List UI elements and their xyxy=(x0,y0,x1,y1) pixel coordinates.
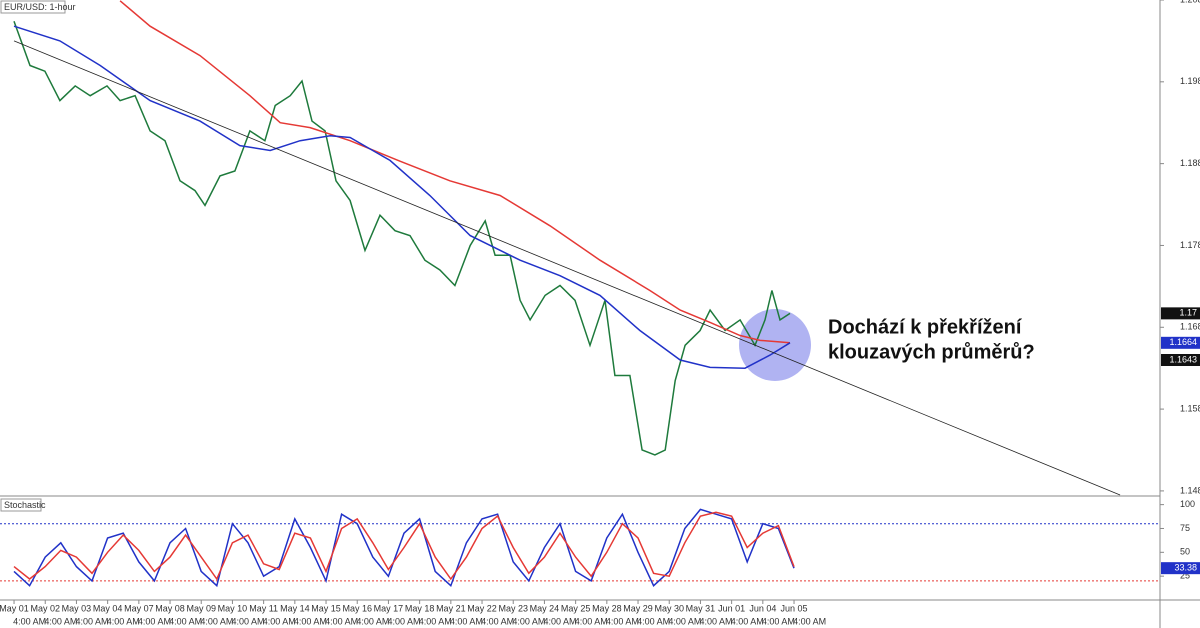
x-tick-label: May 22 xyxy=(467,603,497,613)
price-badge xyxy=(1161,307,1200,320)
x-tick-label: May 07 xyxy=(124,603,154,613)
x-tick-label: May 25 xyxy=(561,603,591,613)
x-time-label: 4:00 AM xyxy=(44,616,77,626)
y-tick-label: 1.2083 xyxy=(1180,0,1200,4)
x-time-label: 4:00 AM xyxy=(325,616,358,626)
series-line xyxy=(13,21,791,456)
x-time-label: 4:00 AM xyxy=(637,616,670,626)
x-tick-label: May 09 xyxy=(186,603,216,613)
x-tick-label: May 21 xyxy=(436,603,466,613)
x-time-label: 4:00 AM xyxy=(762,616,795,626)
x-tick-label: May 28 xyxy=(592,603,622,613)
x-tick-label: May 30 xyxy=(654,603,684,613)
x-time-label: 4:00 AM xyxy=(731,616,764,626)
x-tick-label: May 17 xyxy=(374,603,404,613)
y-tick-label: 1.1783 xyxy=(1180,240,1200,250)
x-tick-label: May 11 xyxy=(249,603,278,613)
y-tick-label: 1.1583 xyxy=(1180,403,1200,413)
x-tick-label: May 23 xyxy=(498,603,528,613)
price-badge-label: 1.17 xyxy=(1179,308,1197,318)
y-tick-label: 50 xyxy=(1180,547,1190,557)
x-tick-label: May 18 xyxy=(405,603,435,613)
y-tick-label: 75 xyxy=(1180,523,1190,533)
x-time-label: 4:00 AM xyxy=(512,616,545,626)
x-time-label: 4:00 AM xyxy=(668,616,701,626)
y-tick-label: 25 xyxy=(1180,571,1190,581)
x-tick-label: May 08 xyxy=(155,603,185,613)
x-time-label: 4:00 AM xyxy=(263,616,296,626)
y-tick-label: 1.1683 xyxy=(1180,322,1200,332)
x-time-label: 4:00 AM xyxy=(575,616,608,626)
x-tick-label: May 14 xyxy=(280,603,310,613)
x-time-label: 4:00 AM xyxy=(232,616,265,626)
indicator-title: Stochastic xyxy=(4,500,46,510)
annotation: klouzavých průměrů? xyxy=(828,341,1035,363)
series-line xyxy=(13,40,1121,496)
x-time-label: 4:00 AM xyxy=(107,616,140,626)
x-time-label: 4:00 AM xyxy=(76,616,109,626)
y-tick-label: 1.1483 xyxy=(1180,485,1200,495)
x-tick-label: Jun 05 xyxy=(781,603,808,613)
series-line xyxy=(13,25,791,369)
y-tick-label: 1.1983 xyxy=(1180,76,1200,86)
x-time-label: 4:00 AM xyxy=(419,616,452,626)
indicator-box xyxy=(0,498,42,512)
x-tick-label: May 01 xyxy=(0,603,29,613)
x-tick-label: May 31 xyxy=(686,603,716,613)
title-box xyxy=(0,0,66,14)
chart-title: EUR/USD: 1-hour xyxy=(4,2,76,12)
x-time-label: 4:00 AM xyxy=(356,616,389,626)
x-time-label: 4:00 AM xyxy=(200,616,233,626)
price-badge xyxy=(1161,354,1200,366)
x-tick-label: May 04 xyxy=(93,603,123,613)
highlight-circle xyxy=(739,309,811,381)
price-badge xyxy=(1161,336,1200,349)
x-time-label: 4:00 AM xyxy=(294,616,327,626)
x-time-label: 4:00 AM xyxy=(606,616,639,626)
price-badge-label: 33.38 xyxy=(1174,563,1197,573)
x-tick-label: Jun 01 xyxy=(718,603,745,613)
x-time-label: 4:00 AM xyxy=(169,616,202,626)
x-time-label: 4:00 AM xyxy=(450,616,483,626)
x-time-label: 4:00 AM xyxy=(13,616,46,626)
series-line xyxy=(119,0,791,344)
x-tick-label: May 15 xyxy=(311,603,341,613)
x-time-label: 4:00 AM xyxy=(388,616,421,626)
x-tick-label: May 10 xyxy=(218,603,248,613)
series-line xyxy=(13,508,795,588)
x-tick-label: May 29 xyxy=(623,603,653,613)
x-tick-label: May 24 xyxy=(530,603,560,613)
y-tick-label: 100 xyxy=(1180,499,1195,509)
x-tick-label: May 03 xyxy=(62,603,92,613)
price-badge xyxy=(1161,562,1200,575)
x-time-label: 4:00 AM xyxy=(700,616,733,626)
x-time-label: 4:00 AM xyxy=(793,616,826,626)
x-tick-label: May 02 xyxy=(30,603,60,613)
x-time-label: 4:00 AM xyxy=(544,616,577,626)
x-tick-label: May 16 xyxy=(342,603,372,613)
price-badge-label: 1.1643 xyxy=(1169,354,1197,364)
annotation: Dochází k překřížení xyxy=(828,316,1023,338)
price-badge-label: 1.1664 xyxy=(1169,337,1197,347)
x-tick-label: Jun 04 xyxy=(749,603,776,613)
series-line xyxy=(13,511,795,581)
y-tick-label: 1.1883 xyxy=(1180,158,1200,168)
x-time-label: 4:00 AM xyxy=(138,616,171,626)
x-time-label: 4:00 AM xyxy=(481,616,514,626)
